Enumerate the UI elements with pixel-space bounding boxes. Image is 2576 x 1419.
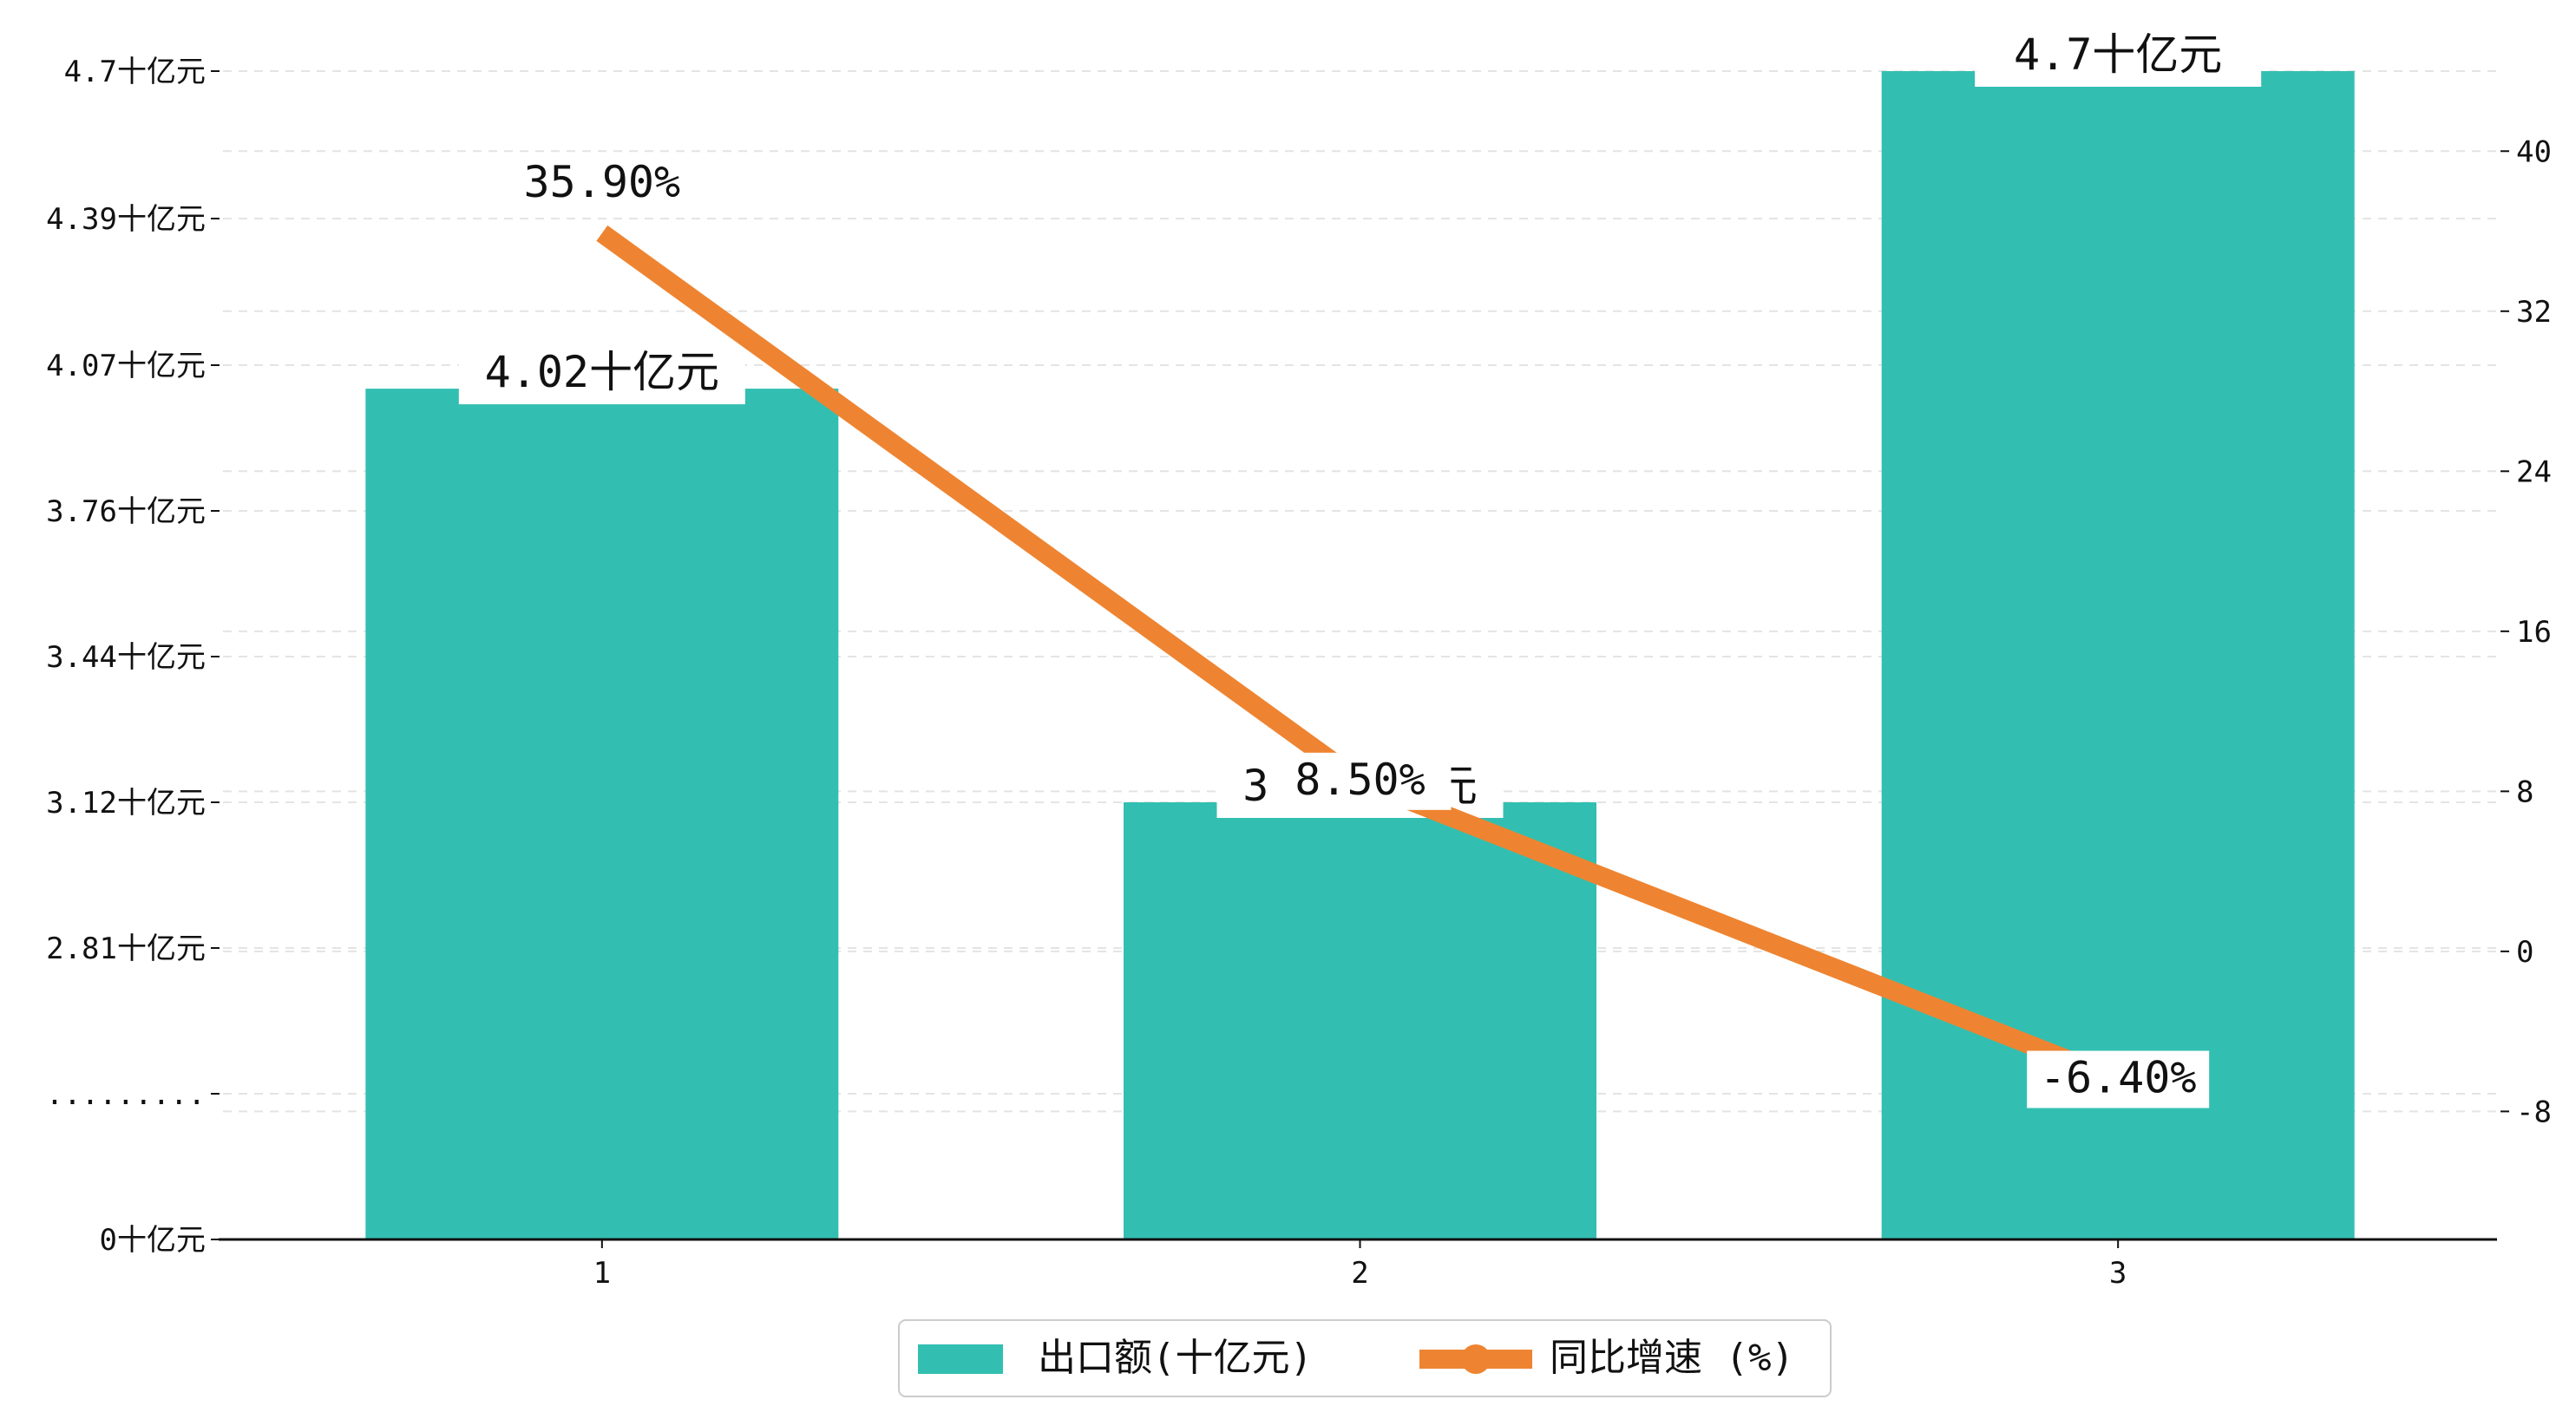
x-tick-label: 1 (593, 1256, 611, 1291)
y-left-tick-label: 3.12十亿元 (46, 786, 206, 821)
y-right-tick-label: 16 (2516, 615, 2552, 650)
bar-series (365, 71, 2355, 1239)
y-right-tick-label: 0 (2516, 935, 2533, 970)
bar (1124, 802, 1596, 1239)
legend-box (898, 1319, 1832, 1397)
bar (365, 389, 839, 1239)
y-left-tick-label: 4.7十亿元 (64, 55, 206, 89)
bar-data-label: 4.7十亿元 (2014, 29, 2222, 80)
y-right-tick-label: 32 (2516, 295, 2552, 330)
line-data-labels: 35.90% 8.50% -6.40% (524, 157, 2210, 1108)
line-label-box (1268, 752, 1452, 810)
line-data-label: -6.40% (2040, 1052, 2197, 1102)
bar (1881, 71, 2355, 1239)
y-right-tick-label: 40 (2516, 134, 2552, 169)
y-left-tick-label: 3.44十亿元 (46, 640, 206, 675)
line-label-box (2027, 1050, 2210, 1108)
bar-label-box (1975, 31, 2262, 87)
legend-label-line: 同比增速 (%) (1550, 1336, 1794, 1380)
line-data-label: 35.90% (524, 157, 681, 207)
legend-swatch-bar (918, 1344, 1003, 1374)
legend: 出口额(十亿元) 同比增速 (%) (898, 1319, 1832, 1397)
y-right-tick-label: -8 (2516, 1095, 2552, 1129)
line-data-label: 8.50% (1295, 755, 1426, 805)
y-right-tick-label: 8 (2516, 775, 2533, 809)
x-tick-label: 3 (2109, 1256, 2127, 1291)
x-tick-label: 2 (1351, 1256, 1368, 1291)
y-left-tick-label: 0十亿元 (100, 1223, 206, 1258)
bar-data-label: 4.02十亿元 (485, 347, 719, 397)
y-left-tick-label: 4.07十亿元 (46, 349, 206, 383)
y-left-tick-label: 3.76十亿元 (46, 494, 206, 529)
bar-label-box (458, 349, 745, 405)
y-right-tick-label: 24 (2516, 454, 2552, 489)
y-left-tick-label: ......... (46, 1077, 206, 1112)
legend-label-bar: 出口额(十亿元) (1038, 1336, 1313, 1380)
y-left-tick-label: 4.39十亿元 (46, 202, 206, 237)
legend-swatch-marker (1461, 1344, 1491, 1374)
axes: 1 2 3 0十亿元......... 2.81十亿元 3.12十亿元 3.44十亿元 3.7… (46, 55, 2552, 1291)
y-left-tick-label: 2.81十亿元 (46, 932, 206, 966)
